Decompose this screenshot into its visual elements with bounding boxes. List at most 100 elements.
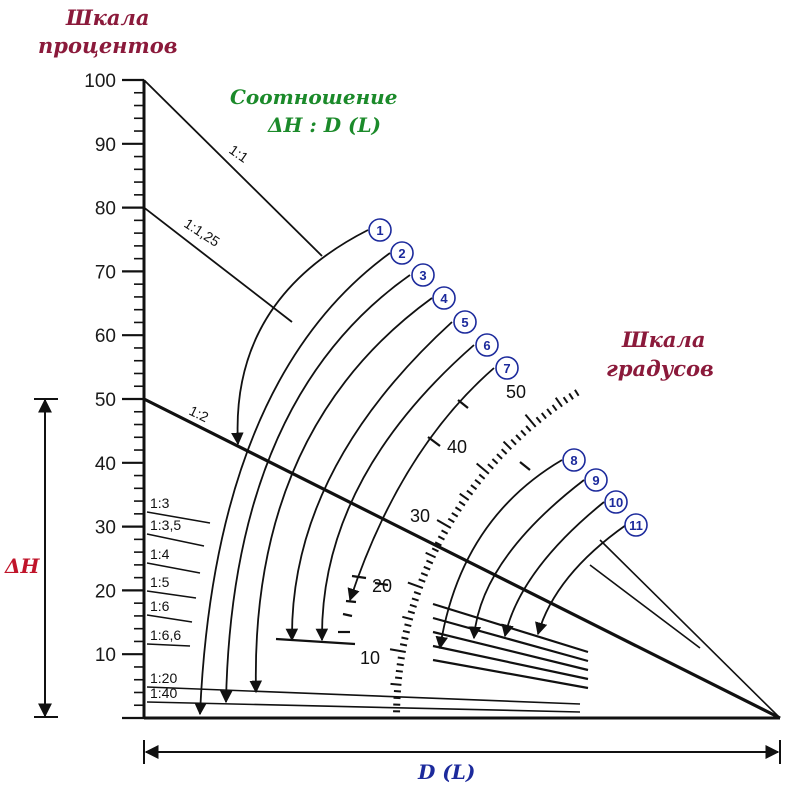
degree-tick (451, 512, 459, 518)
ratio-label: 1:6 (150, 598, 170, 614)
ratio-line (146, 590, 197, 599)
degree-tick (437, 535, 445, 541)
degree-scale-title-line1: Шкала (621, 327, 705, 352)
arc-arrow (435, 459, 563, 650)
degree-tick (491, 458, 499, 465)
arc-arrow (501, 501, 605, 638)
arc-arrow (285, 321, 453, 642)
ratio-line (432, 630, 589, 672)
arc-arrow (468, 479, 585, 640)
degree-tick (434, 541, 442, 547)
degree-tick (487, 463, 494, 470)
marker-number: 5 (461, 315, 468, 330)
degree-tick (474, 478, 482, 485)
degree-tick (551, 404, 558, 412)
distance-label: D (L) (417, 760, 475, 784)
percent-tick-label: 60 (95, 326, 116, 347)
degree-tick (423, 565, 431, 571)
degree-tick (502, 440, 513, 451)
ratio-line (589, 564, 701, 649)
marker-7: 7 (495, 356, 519, 380)
degree-dash (345, 599, 357, 604)
marker-number: 9 (592, 473, 599, 488)
arc-arrow (194, 252, 391, 716)
degree-tick (535, 416, 542, 424)
percent-tick-label: 80 (95, 199, 116, 220)
degree-dash (342, 612, 353, 618)
degree-tick (524, 414, 537, 428)
marker-number: 4 (440, 291, 448, 306)
marker-circle (411, 263, 435, 287)
ratio-line (146, 686, 581, 705)
degree-tick (510, 438, 517, 446)
degree-tick (459, 492, 470, 501)
ratio-line (146, 701, 581, 713)
ratio-label: 1:20 (150, 670, 177, 686)
ratio-label-1-2: 1:2 (187, 402, 212, 425)
marker-6: 6 (475, 333, 499, 357)
degree-label: 20 (372, 576, 392, 596)
marker-1: 1 (368, 218, 392, 242)
degree-tick (574, 389, 580, 397)
marker-9: 9 (584, 468, 608, 492)
ratio-line-1-2 (143, 397, 781, 720)
ratio-line (432, 644, 589, 681)
marker-circle (562, 448, 586, 472)
degree-tick (454, 506, 462, 512)
percent-scale-title-line1: Шкала (65, 5, 149, 30)
degree-tick (407, 610, 415, 615)
marker-circle (390, 241, 414, 265)
arc-arrows (194, 229, 627, 716)
marker-8: 8 (562, 448, 586, 472)
degree-tick (402, 615, 414, 621)
degree-scale: 10 20 30 40 50 (338, 382, 580, 719)
percent-tick-label: 50 (95, 390, 116, 411)
marker-2: 2 (390, 241, 414, 265)
marker-circle (495, 356, 519, 380)
ratio-line (146, 533, 205, 547)
ratio-line (599, 539, 781, 719)
degree-tick (396, 663, 404, 667)
degree-tick (420, 572, 429, 577)
degree-tick (478, 473, 486, 480)
marker-number: 1 (376, 223, 383, 238)
marker-number: 7 (503, 361, 510, 376)
degree-tick (540, 412, 547, 420)
marker-10: 10 (604, 490, 628, 514)
ratio-label-1-1-25: 1:1,25 (181, 215, 223, 250)
ratio-label: 1:6,6 (150, 627, 181, 643)
ratio-line-1-1 (143, 79, 323, 257)
degree-tick (436, 519, 452, 529)
degree-tick (447, 517, 455, 524)
degree-tick (546, 408, 553, 416)
degree-tick (466, 489, 474, 496)
marker-number: 8 (570, 453, 577, 468)
percent-tick-label: 100 (84, 71, 116, 92)
marker-circle (624, 513, 648, 537)
ratio-line (432, 658, 589, 690)
marker-circle (368, 218, 392, 242)
marker-3: 3 (411, 263, 435, 287)
percent-scale-title-line2: процентов (38, 33, 178, 58)
degree-tick (441, 529, 449, 535)
degree-dash (374, 581, 389, 587)
degree-tick (562, 396, 569, 404)
degree-label: 10 (360, 648, 380, 668)
degree-tick (399, 643, 408, 647)
degree-tick (458, 500, 466, 507)
marker-circle (453, 310, 477, 334)
percent-tick-label: 40 (95, 454, 116, 475)
ratio-line (146, 511, 211, 524)
percent-tick-label: 70 (95, 262, 116, 283)
marker-number: 6 (483, 338, 490, 353)
degree-label: 50 (506, 382, 526, 402)
degree-tick (389, 648, 406, 653)
degree-dash (519, 461, 531, 471)
degree-tick (515, 434, 522, 441)
ratio-title-line1: Соотношение (230, 85, 397, 109)
percent-tick-label: 10 (95, 645, 116, 666)
marker-circle (584, 468, 608, 492)
arc-arrow (347, 367, 495, 602)
degree-tick (409, 603, 417, 608)
